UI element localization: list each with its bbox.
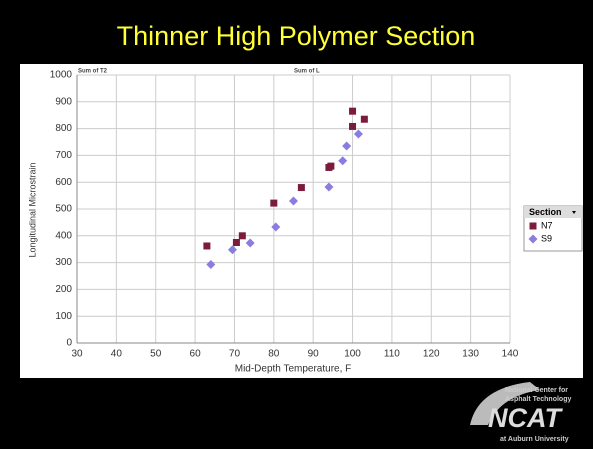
x-axis-label: Mid-Depth Temperature, F (235, 364, 352, 375)
x-tick-label: 70 (229, 349, 241, 360)
x-tick-label: 120 (423, 349, 440, 360)
x-tick-label: 100 (344, 349, 361, 360)
logo-name: NCAT (488, 403, 563, 433)
point (271, 222, 281, 232)
point (324, 182, 334, 192)
point (353, 129, 363, 139)
point (270, 199, 278, 207)
y-axis-label: Longitudinal Microstrain (27, 162, 37, 257)
x-tick-label: 50 (150, 349, 162, 360)
y-tick-label: 400 (55, 230, 72, 241)
x-tick-label: 30 (71, 349, 83, 360)
point (349, 107, 357, 115)
x-tick-label: 40 (111, 349, 123, 360)
legend-label: S9 (541, 233, 552, 243)
x-tick-label: 140 (502, 349, 519, 360)
point (206, 259, 216, 269)
x-tick-label: 110 (384, 349, 400, 360)
logo-text: Asphalt Technology (505, 396, 571, 403)
y-tick-label: 1000 (50, 70, 73, 81)
field-button: Sum of T2 (78, 69, 108, 75)
point (342, 141, 352, 151)
legend-marker (529, 222, 537, 230)
point (227, 245, 237, 255)
logo-text: National Center for (505, 387, 568, 394)
x-tick-label: 130 (462, 349, 479, 360)
point (349, 122, 357, 130)
x-tick-label: 60 (190, 349, 202, 360)
point (238, 232, 246, 240)
x-tick-label: 80 (268, 349, 280, 360)
point (203, 242, 211, 250)
field-button: Sum of L (294, 69, 320, 75)
logo-swoosh (470, 382, 540, 425)
point (232, 239, 240, 246)
logo: National Center for Asphalt Technology N… (470, 382, 571, 443)
legend-title: Section (529, 207, 562, 217)
point (327, 162, 335, 170)
y-tick-label: 900 (55, 96, 72, 107)
point (297, 184, 305, 192)
slide-title: Thinner High Polymer Section (117, 21, 476, 51)
point (360, 115, 368, 123)
legend: Section (523, 205, 583, 252)
chart-area (20, 64, 583, 378)
y-tick-label: 0 (66, 338, 72, 349)
y-tick-label: 300 (55, 257, 72, 268)
y-tick-label: 500 (55, 204, 72, 215)
dropdown-arrow (572, 211, 576, 214)
y-tick-label: 700 (55, 150, 72, 161)
logo-text: at Auburn University (500, 436, 569, 443)
legend-marker (528, 234, 538, 244)
point (338, 156, 348, 166)
legend-header (524, 206, 582, 218)
legend-label: N7 (541, 220, 553, 230)
y-tick-label: 100 (55, 311, 72, 322)
point (245, 238, 255, 248)
x-tick-label: 90 (308, 349, 320, 360)
point (289, 196, 298, 206)
y-tick-label: 600 (55, 177, 72, 188)
y-tick-label: 200 (55, 284, 72, 295)
y-tick-label: 800 (55, 123, 72, 134)
